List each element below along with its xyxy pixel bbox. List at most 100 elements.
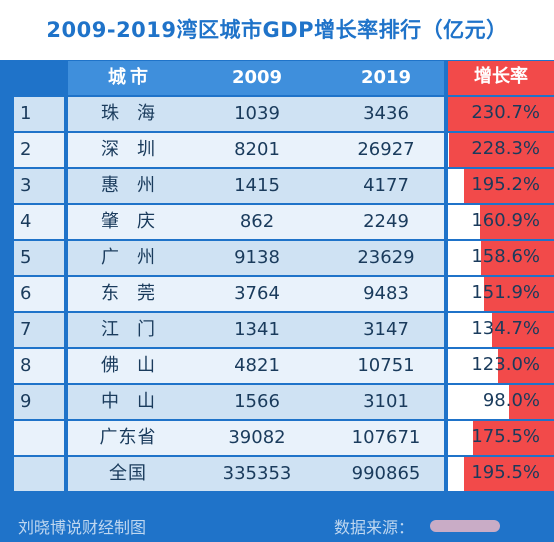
rate-bar [492,313,554,347]
source-redacted [430,520,500,532]
gdp-2019: 10751 [357,355,415,376]
table-row: 5 广州 9138 23629 158.6% [14,240,554,276]
total-row: 全国 335353 990865 195.5% [14,456,554,492]
data-cell-bg [68,241,444,275]
gdp-2019: 23629 [357,247,415,268]
gdp-2009: 4821 [234,355,280,376]
rate-cell-bg [448,241,554,275]
gdp-2009: 1039 [234,103,280,124]
table-row: 1 珠海 1039 3436 230.7% [14,96,554,132]
city-name: 全国 [109,463,147,484]
header-data-bg [68,61,444,95]
table-header: 城市 2009 2019 增长率 [14,60,554,96]
growth-rate: 230.7% [471,102,540,123]
rate-bar [497,349,554,383]
data-cell-bg [68,385,444,419]
table-row: 6 东莞 3764 9483 151.9% [14,276,554,312]
rank-number: 4 [20,211,32,232]
rank-cell-bg [14,349,64,383]
rank-number: 9 [20,391,32,412]
rank-cell-bg [14,169,64,203]
rate-bar [464,457,554,491]
rate-bar [480,205,554,239]
gdp-2019: 107671 [351,427,421,448]
rate-bar [484,277,554,311]
growth-rate: 158.6% [471,246,540,267]
header-city: 城市 [108,67,152,88]
rate-bar [448,97,554,131]
city-name: 佛山 [101,355,173,376]
gdp-2019: 3147 [363,319,409,340]
data-cell-bg [68,133,444,167]
rank-cell-bg [14,241,64,275]
rank-number: 2 [20,139,32,160]
rank-number: 8 [20,355,32,376]
rank-cell-bg [14,313,64,347]
gdp-2019: 4177 [363,175,409,196]
growth-rate: 98.0% [482,390,540,411]
rank-cell-bg [14,385,64,419]
city-name: 广州 [101,247,173,268]
rate-cell-bg [448,133,554,167]
gdp-2009: 1415 [234,175,280,196]
table-row: 2 深圳 8201 26927 228.3% [14,132,554,168]
header-rank-bg [14,61,64,95]
gdp-table: 城市 2009 2019 增长率 1 珠海 1039 3436 230.7% 2 深圳 820… [14,60,554,508]
gdp-2019: 9483 [363,283,409,304]
table-row: 7 江门 1341 3147 134.7% [14,312,554,348]
gdp-2009: 9138 [234,247,280,268]
data-cell-bg [68,421,444,455]
header-2009: 2009 [231,67,283,88]
rank-cell-bg [14,133,64,167]
data-cell-bg [68,169,444,203]
rate-cell-bg [448,385,554,419]
city-name: 江门 [101,319,173,340]
rank-number: 7 [20,319,32,340]
header-2019: 2019 [360,67,412,88]
data-cell-bg [68,97,444,131]
table-row: 8 佛山 4821 10751 123.0% [14,348,554,384]
rate-bar [464,169,554,203]
city-name: 广东省 [99,427,157,448]
gdp-2009: 1341 [234,319,280,340]
city-name: 东莞 [101,283,173,304]
gdp-2019: 990865 [351,463,421,484]
rank-cell-bg [14,277,64,311]
gdp-2019: 3101 [363,391,409,412]
rank-cell-bg [14,205,64,239]
footer-source: 数据来源： [334,518,415,537]
city-name: 深圳 [101,139,173,160]
header-rate: 增长率 [474,66,528,87]
data-cell-bg [68,277,444,311]
rate-cell-bg [448,169,554,203]
rank-cell-bg [14,421,64,455]
rank-number: 5 [20,247,32,268]
gdp-2009: 8201 [234,139,280,160]
data-cell-bg [68,205,444,239]
growth-rate: 151.9% [471,282,540,303]
city-name: 惠州 [101,175,173,196]
gdp-2019: 26927 [357,139,415,160]
data-cell-bg [68,313,444,347]
page-title: 2009-2019湾区城市GDP增长率排行（亿元） [0,0,554,60]
table-row: 9 中山 1566 3101 98.0% [14,384,554,420]
gdp-2009: 39082 [228,427,286,448]
table-row: 4 肇庆 862 2249 160.9% [14,204,554,240]
rate-cell-bg [448,421,554,455]
data-cell-bg [68,349,444,383]
city-name: 肇庆 [101,211,173,232]
gdp-2009: 335353 [222,463,292,484]
rate-cell-bg [448,205,554,239]
rank-number: 3 [20,175,32,196]
gdp-2009: 1566 [234,391,280,412]
rank-cell-bg [14,97,64,131]
rate-cell-bg [448,97,554,131]
city-name: 珠海 [101,103,173,124]
gdp-2009: 3764 [234,283,280,304]
rate-bar [509,385,554,419]
footer-credit: 刘晓博说财经制图 [18,518,147,537]
growth-rate: 160.9% [471,210,540,231]
city-name: 中山 [101,391,173,412]
growth-rate: 195.2% [471,174,540,195]
header-rate-bg [448,61,554,95]
